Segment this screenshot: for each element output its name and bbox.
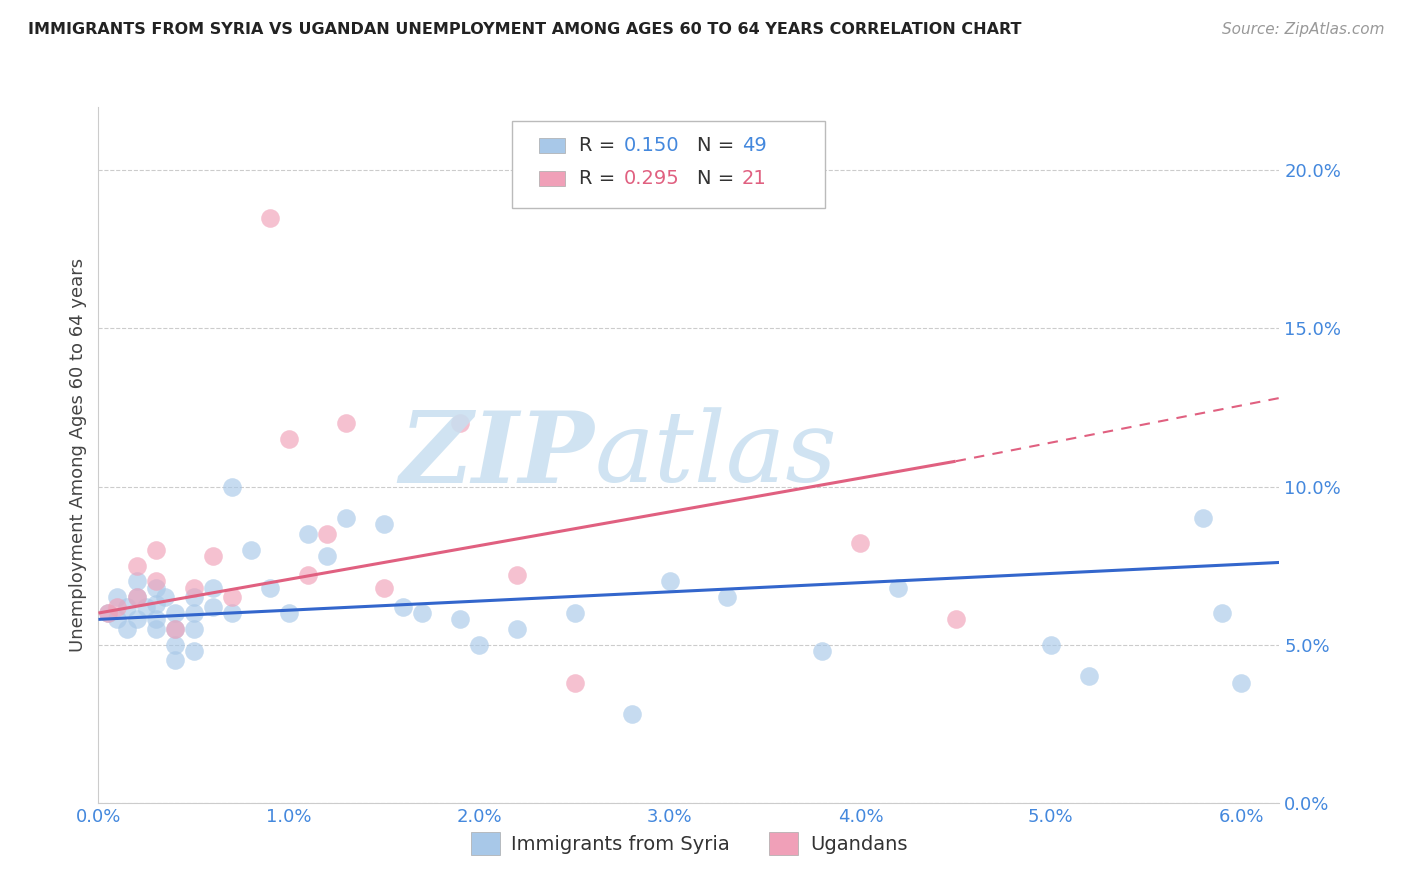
Point <box>135 599 157 614</box>
Text: atlas: atlas <box>595 408 837 502</box>
Point <box>392 599 415 614</box>
Point <box>221 606 243 620</box>
Point <box>658 574 681 589</box>
Point <box>849 536 872 550</box>
Text: 21: 21 <box>742 169 766 188</box>
Point <box>449 417 471 431</box>
Point <box>183 581 205 595</box>
Point <box>97 606 120 620</box>
Text: N =: N = <box>697 169 741 188</box>
Point <box>468 638 491 652</box>
Point <box>221 479 243 493</box>
Point <box>1192 511 1215 525</box>
Point <box>163 653 186 667</box>
Point <box>373 581 395 595</box>
Point <box>183 644 205 658</box>
Point <box>145 612 167 626</box>
Point <box>449 612 471 626</box>
Point <box>125 591 148 605</box>
Point <box>277 606 299 620</box>
Point <box>811 644 834 658</box>
Point <box>107 612 129 626</box>
Point <box>221 591 243 605</box>
Point <box>277 432 299 446</box>
Point <box>411 606 433 620</box>
Text: ZIP: ZIP <box>399 407 595 503</box>
Point <box>163 622 186 636</box>
Point <box>316 527 339 541</box>
Point <box>1230 675 1253 690</box>
Point <box>297 568 319 582</box>
Text: 0.150: 0.150 <box>624 136 679 155</box>
Point <box>564 606 586 620</box>
Point <box>125 574 148 589</box>
Point <box>107 599 129 614</box>
Legend: Immigrants from Syria, Ugandans: Immigrants from Syria, Ugandans <box>463 824 915 863</box>
Point <box>145 542 167 557</box>
Point <box>115 599 138 614</box>
Point <box>97 606 120 620</box>
Point <box>145 581 167 595</box>
Point <box>125 558 148 573</box>
Point <box>107 591 129 605</box>
Point <box>145 622 167 636</box>
Point <box>259 581 281 595</box>
Point <box>297 527 319 541</box>
Point <box>506 622 529 636</box>
Point <box>945 612 967 626</box>
Point <box>163 606 186 620</box>
Point <box>163 622 186 636</box>
Point <box>125 612 148 626</box>
Text: 49: 49 <box>742 136 766 155</box>
Point <box>153 591 176 605</box>
Text: N =: N = <box>697 136 741 155</box>
FancyBboxPatch shape <box>512 121 825 208</box>
Point <box>145 597 167 611</box>
Bar <box>538 137 565 153</box>
Point <box>239 542 262 557</box>
Point <box>183 622 205 636</box>
Point <box>115 622 138 636</box>
Text: IMMIGRANTS FROM SYRIA VS UGANDAN UNEMPLOYMENT AMONG AGES 60 TO 64 YEARS CORRELAT: IMMIGRANTS FROM SYRIA VS UGANDAN UNEMPLO… <box>28 22 1022 37</box>
Point <box>163 638 186 652</box>
Point <box>183 591 205 605</box>
Bar <box>538 171 565 186</box>
Text: R =: R = <box>579 169 621 188</box>
Point <box>259 211 281 225</box>
Point <box>1211 606 1233 620</box>
Point <box>506 568 529 582</box>
Text: R =: R = <box>579 136 621 155</box>
Text: 0.295: 0.295 <box>624 169 679 188</box>
Text: Source: ZipAtlas.com: Source: ZipAtlas.com <box>1222 22 1385 37</box>
Point <box>201 549 224 563</box>
Point <box>316 549 339 563</box>
Point <box>887 581 910 595</box>
Point <box>620 707 643 722</box>
Point <box>335 511 357 525</box>
Point <box>335 417 357 431</box>
Y-axis label: Unemployment Among Ages 60 to 64 years: Unemployment Among Ages 60 to 64 years <box>69 258 87 652</box>
Point <box>201 599 224 614</box>
Point <box>183 606 205 620</box>
Point <box>201 581 224 595</box>
Point <box>1039 638 1062 652</box>
Point <box>1078 669 1101 683</box>
Point <box>373 517 395 532</box>
Point <box>716 591 738 605</box>
Point <box>125 591 148 605</box>
Point <box>564 675 586 690</box>
Point <box>145 574 167 589</box>
